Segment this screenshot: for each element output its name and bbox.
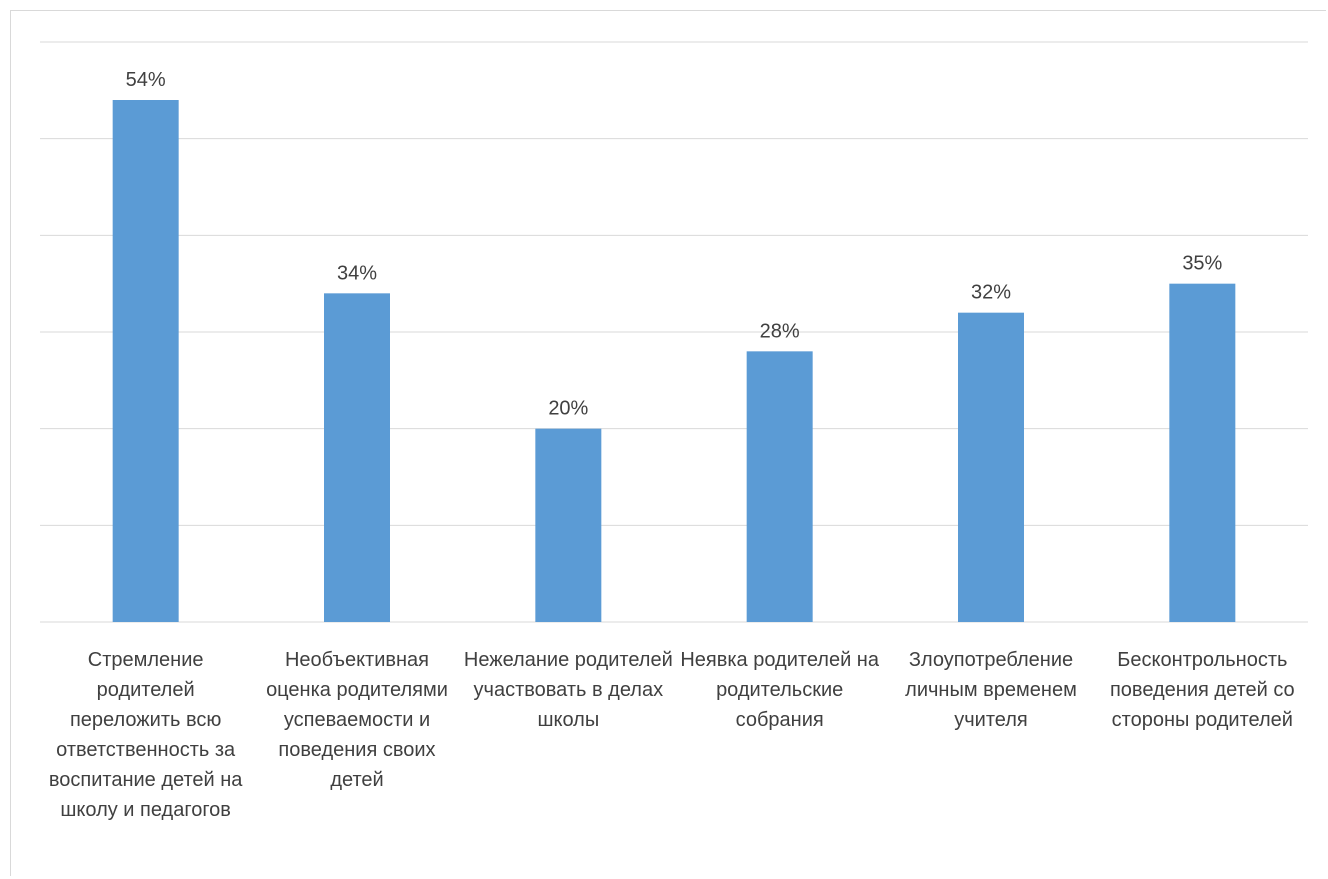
category-label: Нежелание родителей участвовать в делах … bbox=[463, 649, 673, 731]
bar bbox=[535, 428, 602, 622]
category-label: Стремление родителей переложить всю отве… bbox=[48, 649, 243, 821]
data-label: 28% bbox=[760, 320, 800, 342]
data-label: 32% bbox=[971, 282, 1011, 304]
chart-frame bbox=[10, 10, 1326, 876]
bar bbox=[1169, 283, 1236, 622]
data-label: 35% bbox=[1182, 253, 1222, 275]
data-label: 54% bbox=[126, 69, 166, 91]
category-label: Бесконтрольность поведения детей со стор… bbox=[1109, 649, 1295, 731]
data-label: 20% bbox=[548, 398, 588, 420]
bar bbox=[746, 351, 813, 622]
category-label: Неявка родителей на родительские собрани… bbox=[680, 649, 879, 731]
bar bbox=[324, 293, 390, 622]
bar bbox=[958, 312, 1024, 622]
bar bbox=[112, 100, 179, 622]
category-label: Злоупотребление личным временем учителя bbox=[905, 649, 1077, 731]
data-label: 34% bbox=[337, 262, 377, 284]
category-label: Необъективная оценка родителями успеваем… bbox=[266, 649, 448, 791]
